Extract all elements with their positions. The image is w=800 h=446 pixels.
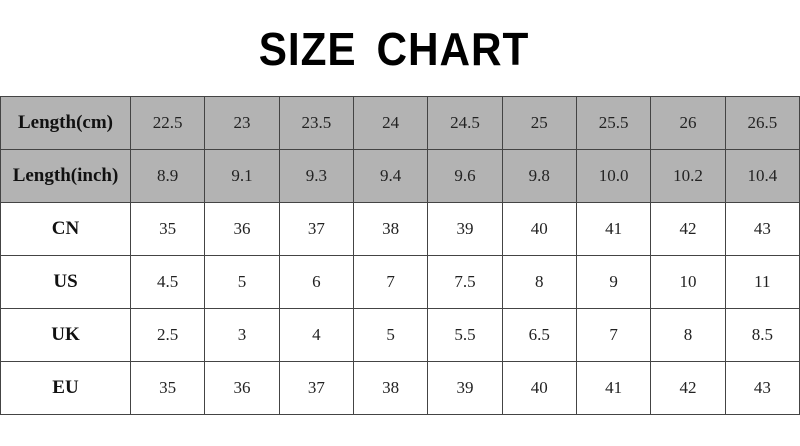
table-cell: 22.5: [129, 96, 206, 150]
table-cell: 37: [278, 202, 354, 256]
table-cell: 4.5: [129, 255, 206, 309]
table-cell: 26: [650, 96, 726, 150]
table-cell: 8.9: [129, 149, 206, 203]
table-cell: 6.5: [501, 308, 577, 362]
table-cell: 2.5: [129, 308, 206, 362]
table-cell: 41: [575, 361, 652, 415]
table-cell: 8: [650, 308, 726, 362]
table-cell: 9.8: [501, 149, 577, 203]
table-cell: 26.5: [724, 96, 800, 150]
table-cell: 38: [352, 202, 429, 256]
table-cell: 35: [129, 361, 206, 415]
table-cell: 37: [278, 361, 354, 415]
table-cell: 41: [575, 202, 652, 256]
size-chart-table: Length(cm) 22.5 23 23.5 24 24.5 25 25.5 26 26.5 Le…: [0, 96, 800, 415]
table-cell: 9.4: [352, 149, 429, 203]
table-cell: 11: [724, 255, 800, 309]
table-cell: 8.5: [724, 308, 800, 362]
table-cell: 7.5: [427, 255, 503, 309]
table-cell: 23: [204, 96, 280, 150]
table-cell: 40: [501, 202, 577, 256]
table-cell: 6: [278, 255, 354, 309]
table-cell: 9: [575, 255, 652, 309]
table-row: Length(cm) 22.5 23 23.5 24 24.5 25 25.5 26 26.5: [0, 96, 800, 150]
table-cell: 5: [352, 308, 429, 362]
table-row: CN 35 36 37 38 39 40 41 42 43: [0, 202, 800, 256]
row-label: Length(inch): [0, 149, 131, 203]
table-cell: 4: [278, 308, 354, 362]
table-cell: 10: [650, 255, 726, 309]
table-cell: 25.5: [575, 96, 652, 150]
table-row: US 4.5 5 6 7 7.5 8 9 10 11: [0, 255, 800, 309]
table-cell: 10.4: [724, 149, 800, 203]
row-label: Length(cm): [0, 96, 131, 150]
table-cell: 3: [204, 308, 280, 362]
table-cell: 7: [352, 255, 429, 309]
row-label: UK: [0, 308, 131, 362]
table-cell: 23.5: [278, 96, 354, 150]
table-cell: 39: [427, 361, 503, 415]
table-cell: 38: [352, 361, 429, 415]
table-cell: 36: [204, 361, 280, 415]
table-cell: 42: [650, 202, 726, 256]
table-cell: 35: [129, 202, 206, 256]
table-cell: 9.6: [427, 149, 503, 203]
table-cell: 10.2: [650, 149, 726, 203]
table-cell: 9.1: [204, 149, 280, 203]
page-title: SIZE CHART: [258, 23, 530, 75]
table-cell: 25: [501, 96, 577, 150]
table-cell: 5: [204, 255, 280, 309]
row-label: US: [0, 255, 131, 309]
row-label: CN: [0, 202, 131, 256]
table-cell: 40: [501, 361, 577, 415]
table-cell: 42: [650, 361, 726, 415]
table-row: UK 2.5 3 4 5 5.5 6.5 7 8 8.5: [0, 308, 800, 362]
table-cell: 9.3: [278, 149, 354, 203]
table-cell: 43: [724, 202, 800, 256]
table-cell: 24: [352, 96, 429, 150]
table-cell: 43: [724, 361, 800, 415]
row-label: EU: [0, 361, 131, 415]
table-cell: 8: [501, 255, 577, 309]
table-row: EU 35 36 37 38 39 40 41 42 43: [0, 361, 800, 415]
table-cell: 5.5: [427, 308, 503, 362]
table-cell: 36: [204, 202, 280, 256]
table-cell: 24.5: [427, 96, 503, 150]
table-cell: 10.0: [575, 149, 652, 203]
table-cell: 7: [575, 308, 652, 362]
table-cell: 39: [427, 202, 503, 256]
table-row: Length(inch) 8.9 9.1 9.3 9.4 9.6 9.8 10.0 10.2 10…: [0, 149, 800, 203]
